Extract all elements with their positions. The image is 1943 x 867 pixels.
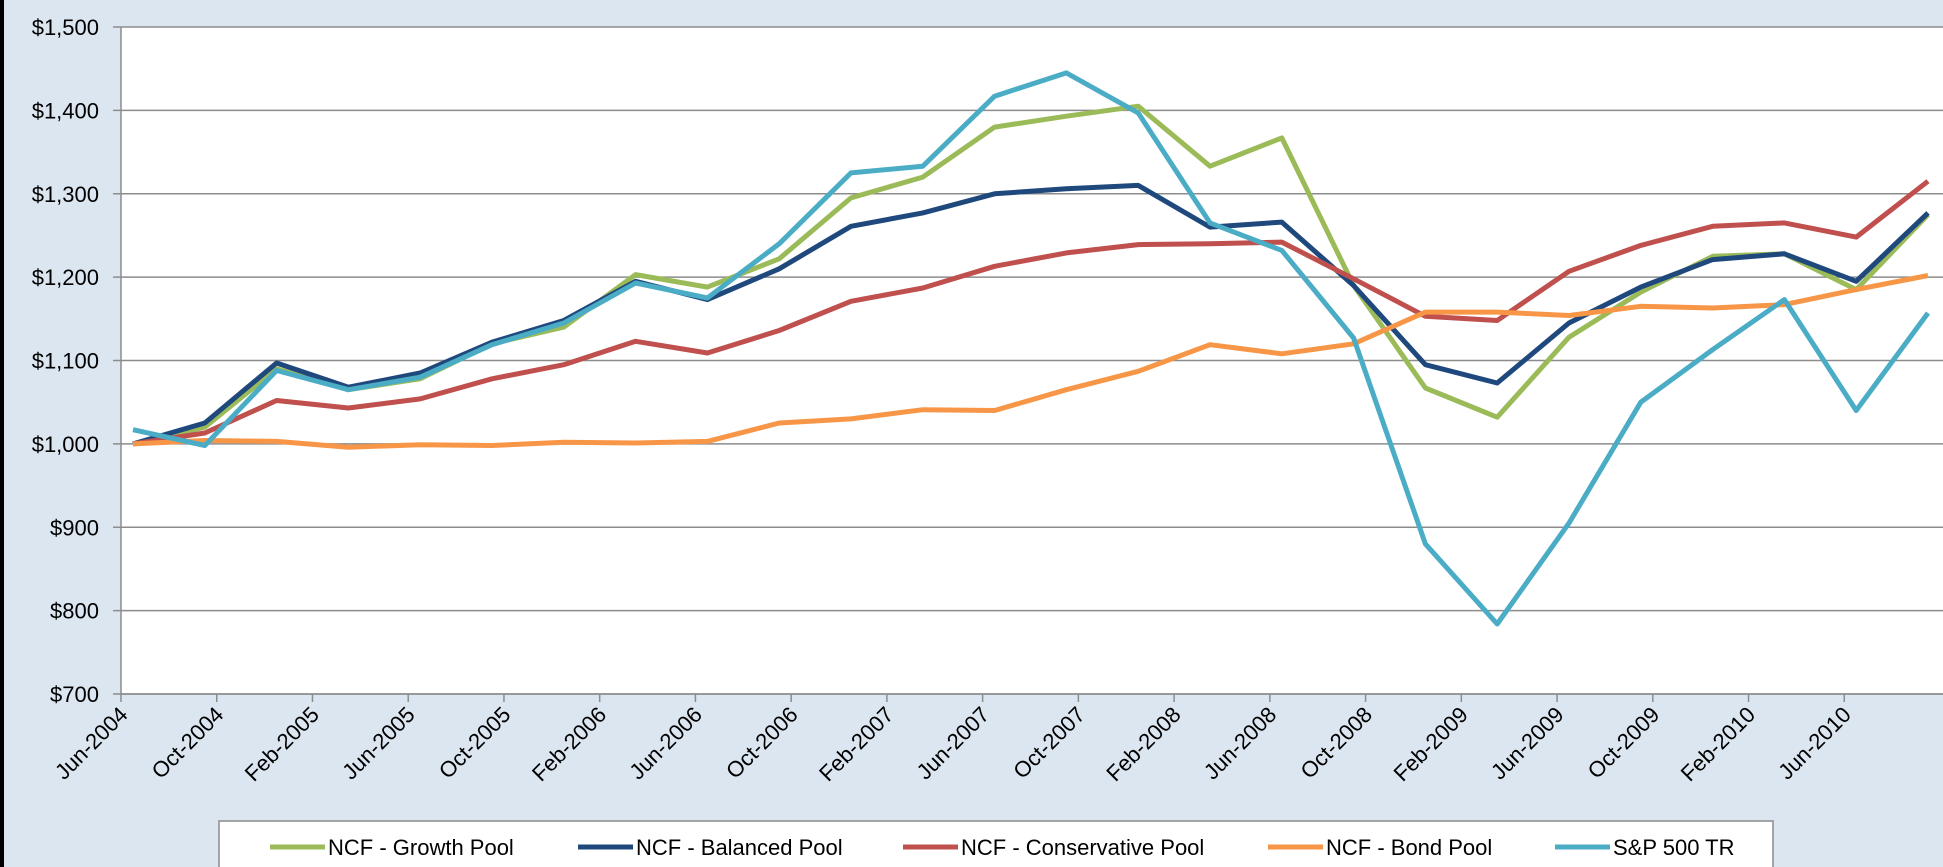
y-tick-label: $700 [50,682,99,707]
y-tick-label: $1,000 [32,432,99,457]
legend-label: NCF - Conservative Pool [961,835,1204,860]
legend-label: S&P 500 TR [1613,835,1734,860]
series-line [132,182,1930,447]
y-tick-label: $900 [50,515,99,540]
series-line [132,179,1930,447]
y-tick-label: $1,400 [32,98,99,123]
legend-label: NCF - Balanced Pool [636,835,843,860]
grid [121,26,1943,695]
y-tick-label: $1,300 [32,182,99,207]
y-tick-label: $800 [50,599,99,624]
y-tick-label: $1,200 [32,265,99,290]
legend-box [218,820,1774,867]
y-tick-label: $1,500 [32,15,99,40]
left-border [0,0,4,867]
lines [132,70,1931,627]
series-line [132,273,1929,450]
y-tick-label: $1,100 [32,349,99,374]
series-line [132,70,1931,627]
legend-label: NCF - Bond Pool [1326,835,1492,860]
legend: NCF - Growth Pool NCF - Balanced Pool NCF … [218,820,1774,867]
legend-label: NCF - Growth Pool [328,835,514,860]
